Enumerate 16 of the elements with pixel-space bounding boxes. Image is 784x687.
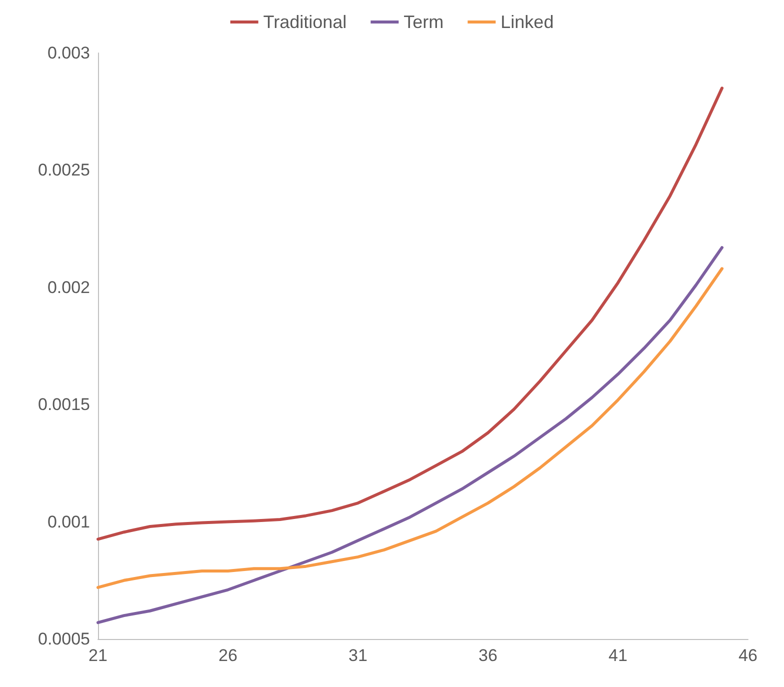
legend-label: Term	[404, 12, 444, 32]
line-series	[96, 86, 724, 541]
legend-label: Linked	[500, 12, 554, 32]
x-tick-label: 21	[88, 646, 108, 665]
y-tick-label: 0.003	[47, 44, 90, 62]
x-tick-label: 41	[608, 646, 628, 665]
y-tick-label: 0.0025	[38, 160, 90, 180]
x-tick-label: 46	[738, 646, 758, 665]
legend-label: Traditional	[263, 12, 347, 32]
y-tick-label: 0.0005	[38, 630, 90, 648]
x-tick-label: 36	[478, 646, 498, 665]
x-tick-label: 31	[348, 646, 368, 665]
y-tick-label: 0.001	[47, 512, 90, 532]
x-tick-label: 26	[218, 646, 238, 665]
y-tick-label: 0.0015	[38, 395, 90, 414]
y-tick-label: 0.002	[47, 278, 90, 297]
